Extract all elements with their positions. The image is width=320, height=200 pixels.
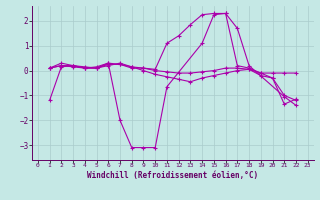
X-axis label: Windchill (Refroidissement éolien,°C): Windchill (Refroidissement éolien,°C) [87, 171, 258, 180]
